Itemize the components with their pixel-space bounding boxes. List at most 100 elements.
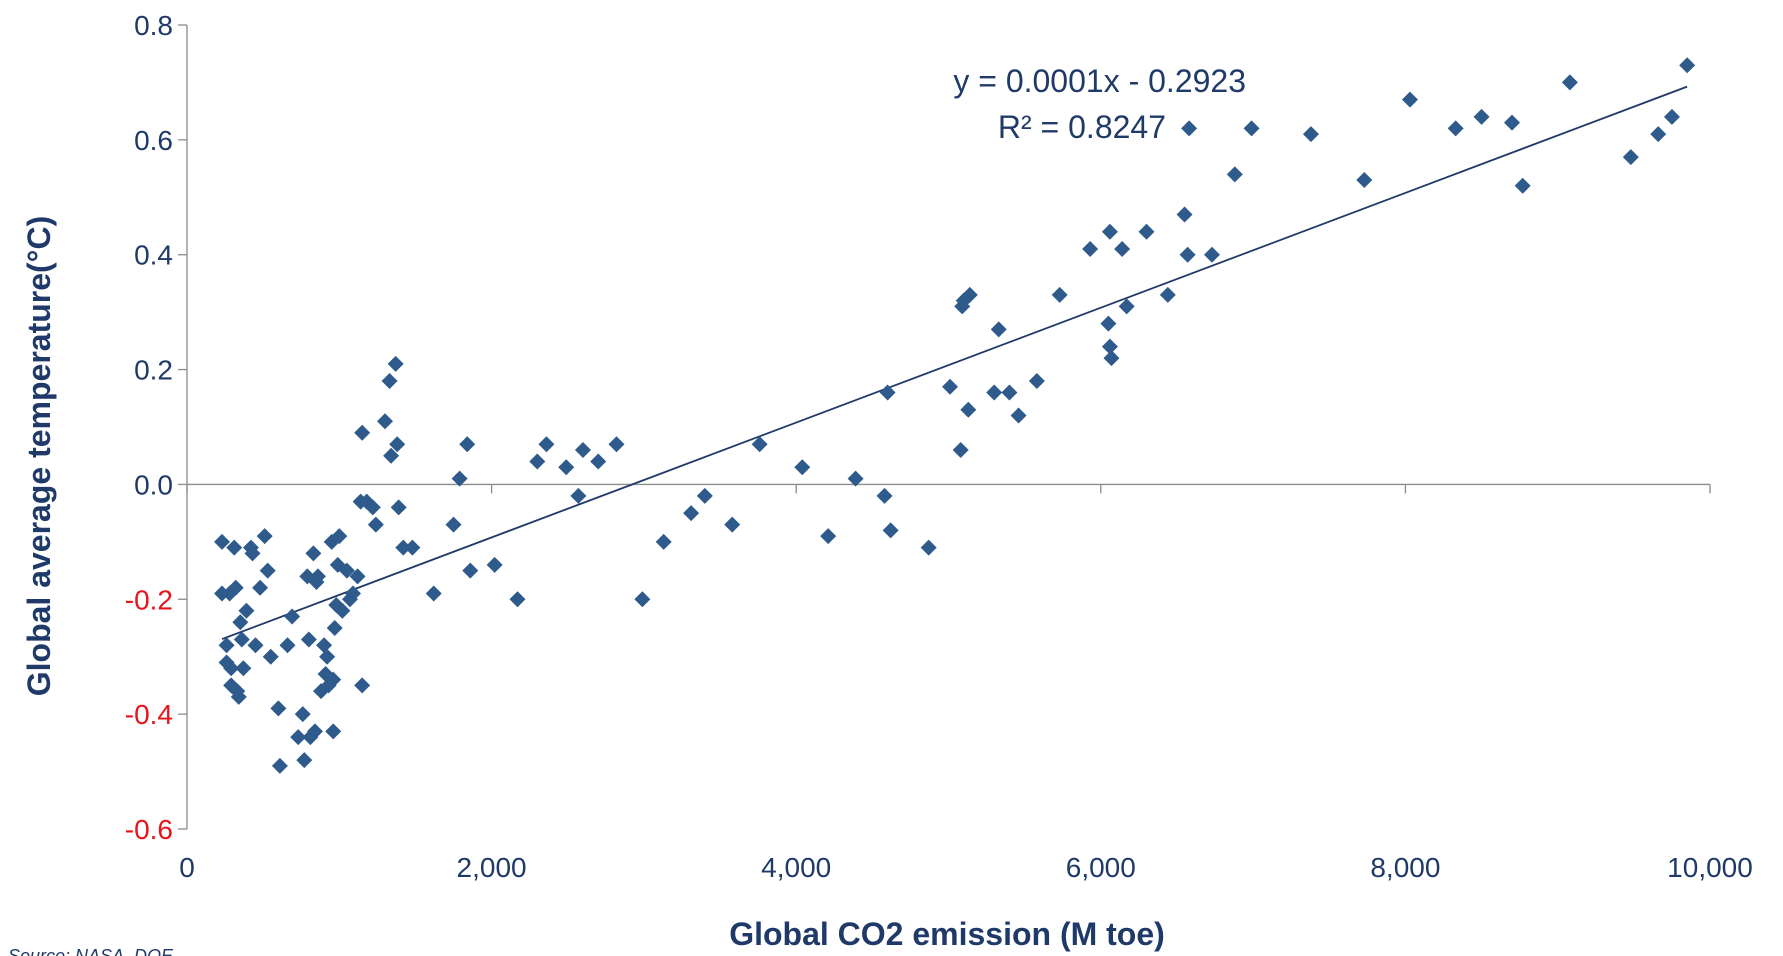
- source-note: Source: NASA, DOE: [8, 946, 174, 956]
- data-point: [223, 660, 240, 677]
- x-axis-title: Global CO2 emission (M toe): [729, 916, 1165, 952]
- data-point: [751, 436, 768, 453]
- data-point: [1159, 286, 1176, 303]
- data-point: [1473, 108, 1490, 125]
- data-point: [1118, 298, 1135, 315]
- x-tick-label: 10,000: [1667, 852, 1753, 883]
- data-point: [270, 700, 287, 717]
- data-point: [235, 660, 252, 677]
- axes: 0.8 0.6 0.4 0.2 0.0 -0.2 -0.4 -0.60 2,000 4,000 6,…: [125, 10, 1753, 883]
- data-point: [724, 516, 741, 533]
- data-point: [1504, 114, 1521, 131]
- data-point: [445, 516, 462, 533]
- data-point: [294, 706, 311, 723]
- data-point: [1302, 126, 1319, 143]
- data-point: [529, 453, 546, 470]
- data-point: [387, 355, 404, 372]
- data-point: [259, 562, 276, 579]
- data-point: [279, 637, 296, 654]
- data-point: [1181, 120, 1198, 137]
- data-point: [1179, 246, 1196, 263]
- data-point: [1101, 338, 1118, 355]
- data-point: [395, 539, 412, 556]
- y-tick-label: 0.0: [134, 469, 173, 500]
- data-point: [252, 579, 269, 596]
- data-point: [1650, 126, 1667, 143]
- data-point: [218, 637, 235, 654]
- data-point: [326, 620, 343, 636]
- trendline: [221, 85, 1688, 640]
- data-point: [1663, 108, 1680, 125]
- data-point: [271, 757, 288, 774]
- data-point: [367, 516, 384, 533]
- data-point: [256, 528, 273, 545]
- data-point: [820, 528, 837, 545]
- data-point: [338, 562, 355, 579]
- data-point: [683, 505, 700, 522]
- data-point: [309, 568, 326, 585]
- data-point: [296, 752, 313, 769]
- x-tick-label: 2,000: [457, 852, 527, 883]
- data-point: [1514, 177, 1531, 194]
- data-point: [960, 401, 977, 418]
- x-tick-label: 4,000: [761, 852, 831, 883]
- data-point: [1100, 315, 1117, 332]
- data-point: [349, 568, 366, 585]
- data-point: [425, 585, 442, 602]
- data-point: [1138, 223, 1155, 240]
- x-tick-label: 6,000: [1066, 852, 1136, 883]
- data-point: [538, 436, 555, 453]
- data-point: [462, 562, 479, 579]
- data-point: [1101, 223, 1118, 240]
- data-point: [238, 602, 255, 619]
- data-point: [345, 585, 362, 602]
- data-point: [383, 447, 400, 464]
- y-tick-label: 0.2: [134, 355, 173, 386]
- data-point: [290, 729, 307, 746]
- data-point: [247, 637, 264, 654]
- y-tick-label: 0.6: [134, 125, 173, 156]
- data-point: [1622, 149, 1639, 166]
- data-point: [570, 487, 587, 504]
- data-point: [227, 579, 244, 596]
- data-point: [876, 487, 893, 504]
- data-point: [1243, 120, 1260, 137]
- data-point: [1356, 172, 1373, 189]
- data-point: [634, 591, 651, 608]
- data-point: [952, 441, 969, 458]
- data-point: [389, 436, 406, 453]
- trendline-r-squared: R² = 0.8247: [998, 109, 1166, 145]
- data-point: [232, 614, 249, 631]
- data-point: [961, 286, 978, 303]
- data-point: [306, 723, 323, 740]
- data-point: [1401, 91, 1418, 108]
- data-point: [354, 424, 371, 441]
- data-point: [990, 321, 1007, 338]
- data-point: [847, 470, 864, 487]
- data-point: [334, 602, 351, 619]
- data-point: [230, 688, 247, 705]
- data-point: [1176, 206, 1193, 223]
- data-point: [1082, 240, 1099, 257]
- data-point: [244, 545, 261, 562]
- data-point: [794, 459, 811, 476]
- data-point: [1203, 246, 1220, 263]
- data-point: [325, 723, 342, 740]
- data-point: [325, 671, 342, 688]
- data-point: [376, 413, 393, 430]
- data-point: [226, 539, 243, 556]
- data-point: [319, 648, 336, 665]
- data-point: [1561, 74, 1578, 91]
- data-point: [214, 533, 231, 550]
- data-point: [354, 677, 371, 694]
- data-point: [233, 631, 250, 648]
- data-point: [1679, 57, 1696, 74]
- data-point: [558, 459, 575, 476]
- data-point: [574, 441, 591, 458]
- data-point: [920, 539, 937, 556]
- data-point: [986, 384, 1003, 401]
- data-point: [331, 528, 348, 545]
- x-tick-label: 8,000: [1370, 852, 1440, 883]
- data-point: [300, 631, 317, 648]
